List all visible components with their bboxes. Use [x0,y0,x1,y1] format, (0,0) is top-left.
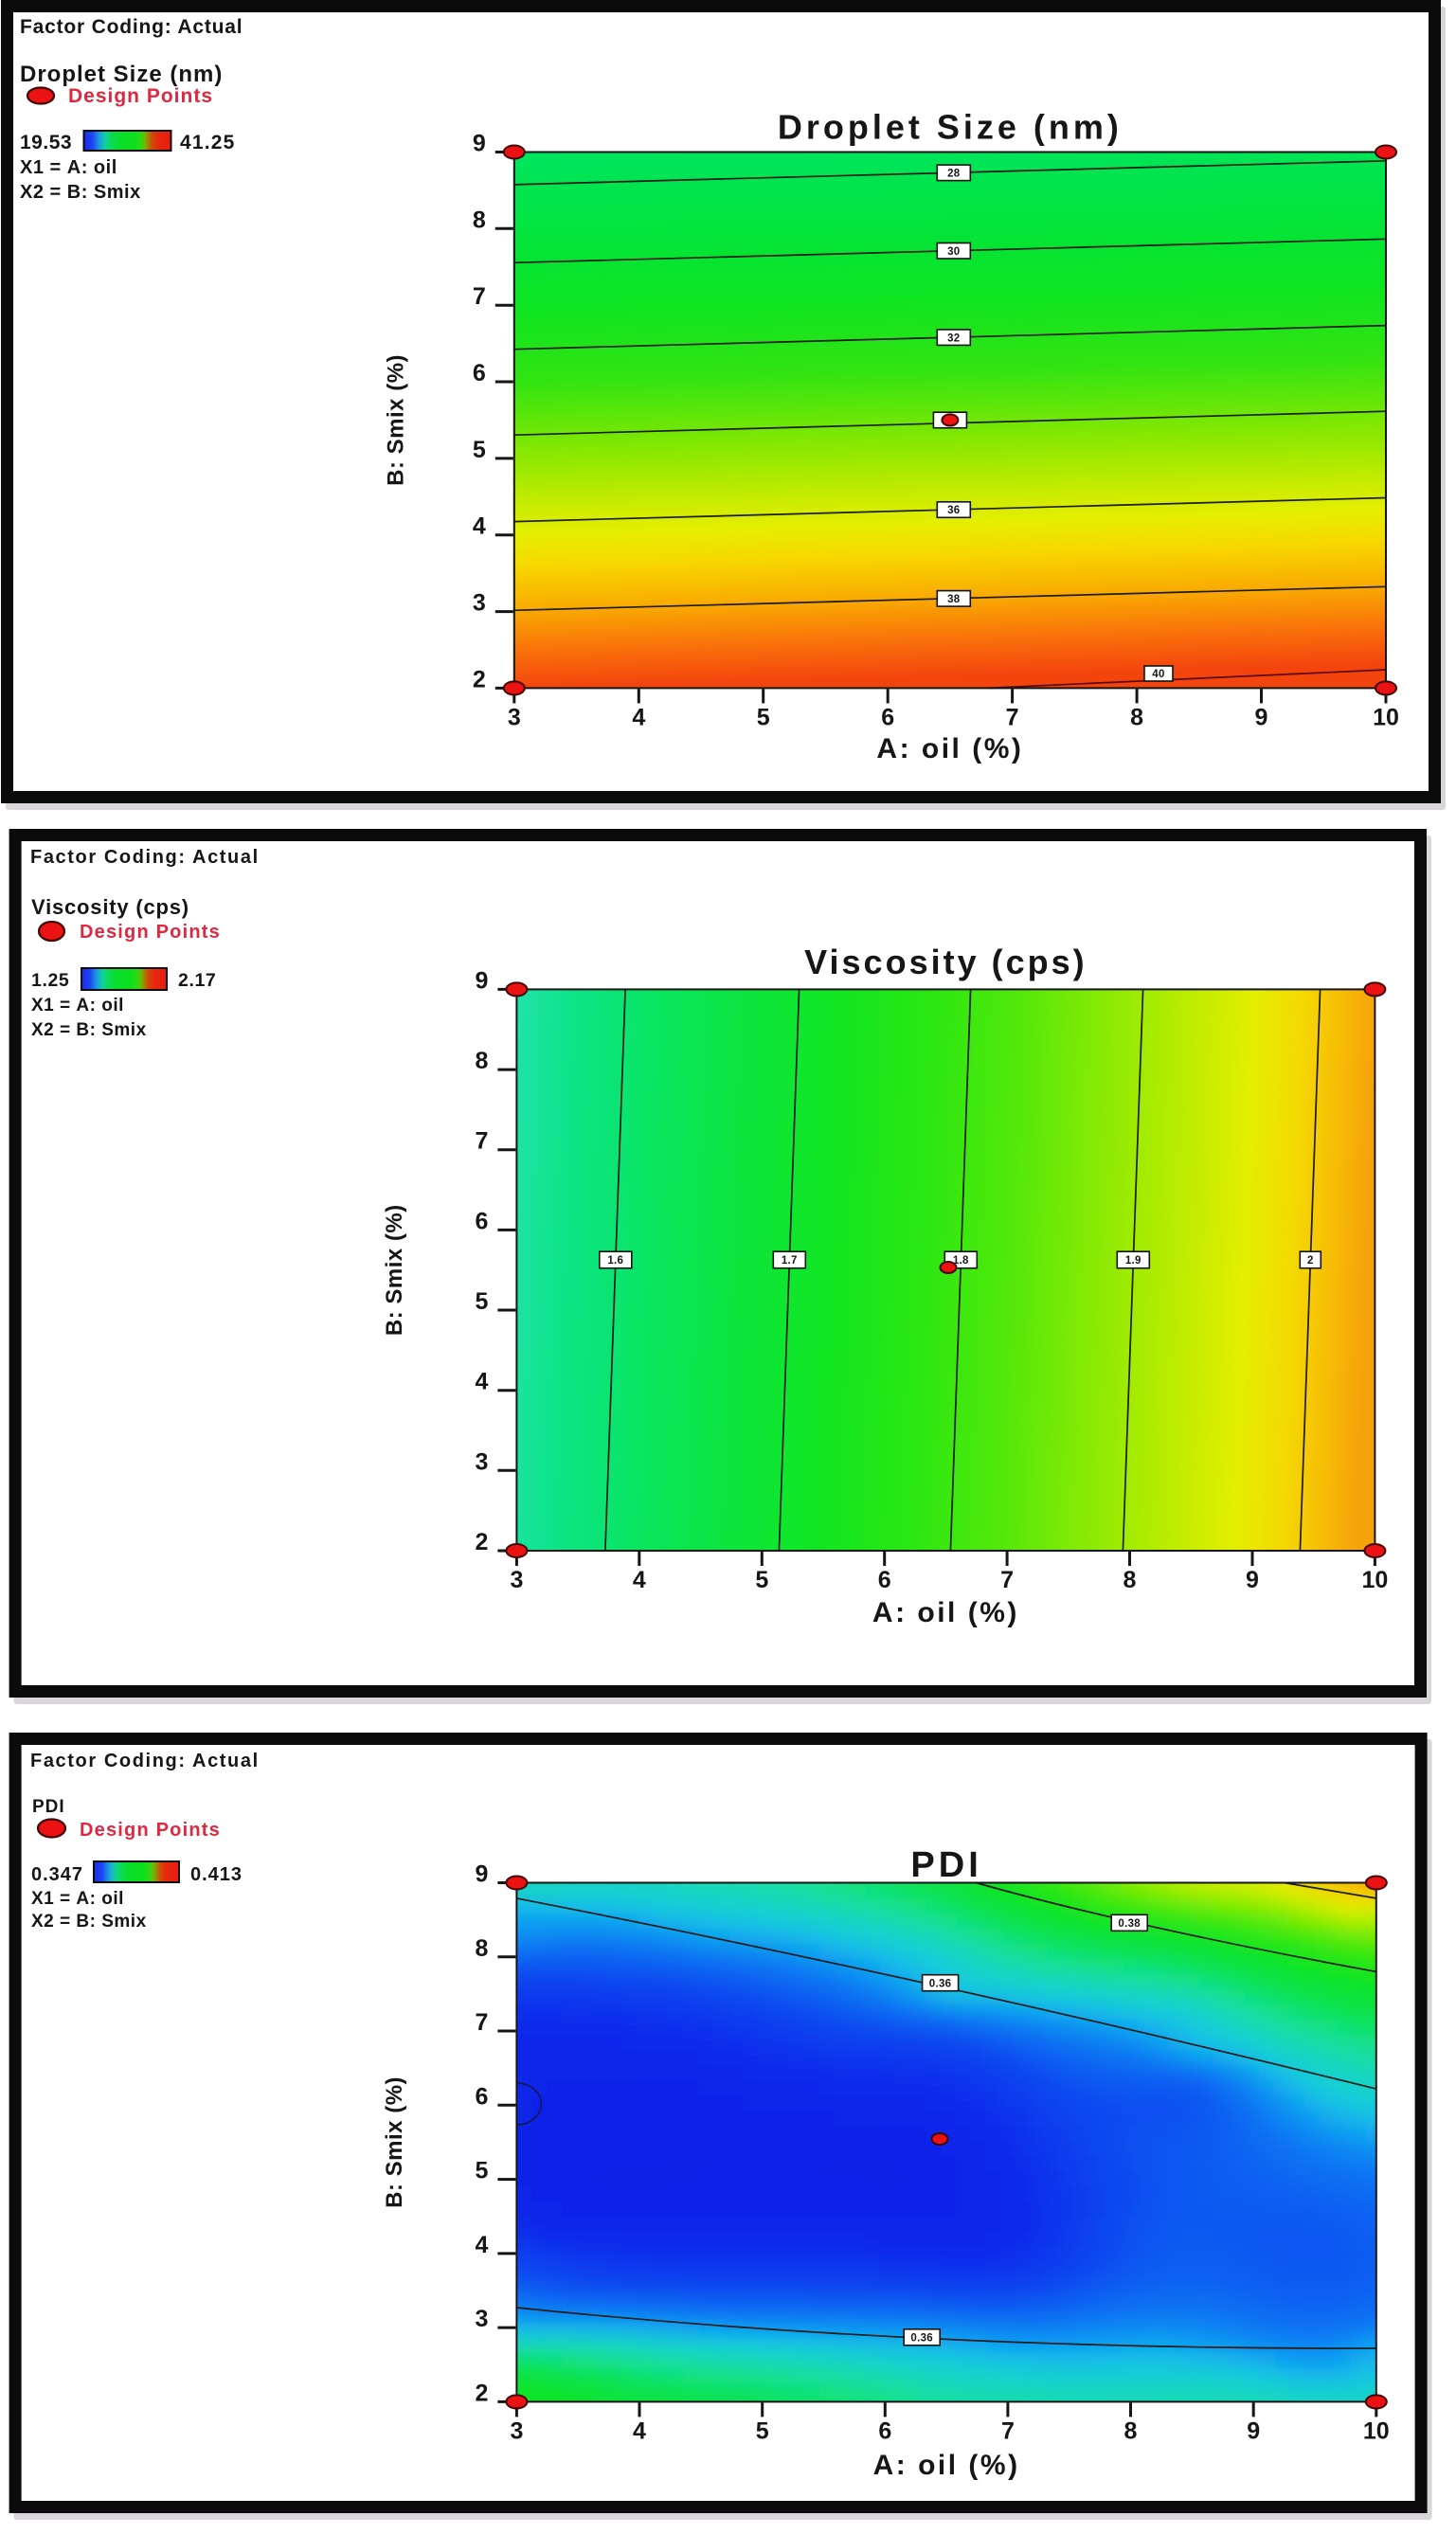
svg-text:X2 = B: Smix: X2 = B: Smix [31,1020,147,1040]
svg-text:2: 2 [475,2380,488,2406]
svg-text:8: 8 [1130,704,1143,730]
svg-text:A: oil (%): A: oil (%) [876,733,1023,764]
svg-text:Viscosity (cps): Viscosity (cps) [31,895,189,919]
svg-text:2: 2 [1307,1255,1314,1267]
svg-text:9: 9 [1255,704,1268,730]
svg-text:5: 5 [756,2417,769,2444]
svg-text:7: 7 [1001,2417,1015,2444]
svg-text:Viscosity (cps): Viscosity (cps) [804,943,1087,981]
svg-text:Factor Coding: Actual: Factor Coding: Actual [30,1751,260,1771]
svg-text:41.25: 41.25 [180,132,236,153]
svg-text:1.25: 1.25 [31,970,69,991]
svg-text:5: 5 [475,2158,488,2184]
svg-text:4: 4 [473,513,486,540]
svg-text:A: oil (%): A: oil (%) [873,2450,1020,2481]
svg-text:4: 4 [633,1567,646,1593]
svg-text:30: 30 [947,246,960,258]
svg-text:Factor Coding: Actual: Factor Coding: Actual [20,16,243,38]
svg-text:6: 6 [878,1567,891,1593]
svg-text:1.7: 1.7 [782,1255,798,1267]
svg-text:1.8: 1.8 [953,1255,969,1267]
svg-text:Design Points: Design Points [80,922,221,943]
svg-text:4: 4 [632,704,645,730]
svg-text:32: 32 [947,332,960,344]
svg-text:0.36: 0.36 [910,2332,933,2344]
svg-text:Droplet Size (nm): Droplet Size (nm) [20,62,223,87]
svg-text:B: Smix (%): B: Smix (%) [382,1204,407,1336]
svg-text:6: 6 [878,2417,891,2444]
svg-text:6: 6 [881,704,894,730]
svg-text:3: 3 [475,1448,488,1475]
svg-text:X2 = B: Smix: X2 = B: Smix [20,182,141,203]
svg-text:36: 36 [947,505,960,516]
svg-text:2.17: 2.17 [178,970,216,991]
svg-text:7: 7 [1006,704,1019,730]
svg-text:9: 9 [475,967,488,994]
svg-text:7: 7 [1000,1567,1014,1593]
svg-text:4: 4 [475,1369,488,1395]
svg-text:0.38: 0.38 [1118,1918,1141,1930]
svg-text:9: 9 [475,1861,488,1888]
svg-text:3: 3 [475,2306,488,2332]
svg-text:4: 4 [475,2232,488,2258]
svg-text:8: 8 [475,1935,488,1962]
svg-text:X1 = A: oil: X1 = A: oil [31,996,124,1015]
svg-text:6: 6 [473,360,486,386]
svg-text:0.36: 0.36 [929,1978,952,1989]
svg-text:1.9: 1.9 [1125,1255,1141,1267]
svg-text:X1 = A: oil: X1 = A: oil [31,1889,124,1909]
svg-text:3: 3 [508,704,521,730]
svg-text:B: Smix (%): B: Smix (%) [382,2076,407,2208]
svg-text:7: 7 [473,283,486,310]
svg-text:0.347: 0.347 [31,1864,83,1885]
svg-text:9: 9 [1247,2417,1260,2444]
svg-text:10: 10 [1361,1567,1388,1593]
svg-text:7: 7 [475,2009,488,2036]
svg-text:3: 3 [473,590,486,617]
svg-text:2: 2 [473,666,486,692]
svg-text:5: 5 [757,704,770,730]
svg-text:5: 5 [755,1567,768,1593]
svg-text:38: 38 [947,594,961,605]
svg-text:7: 7 [475,1128,488,1155]
svg-text:9: 9 [1246,1567,1259,1593]
svg-text:10: 10 [1363,2417,1390,2444]
svg-text:Design Points: Design Points [80,1820,221,1841]
svg-text:Droplet Size (nm): Droplet Size (nm) [778,108,1123,147]
svg-text:4: 4 [633,2417,646,2444]
svg-text:3: 3 [510,2417,523,2444]
svg-text:PDI: PDI [910,1845,981,1885]
svg-text:6: 6 [475,2083,488,2110]
svg-text:0.413: 0.413 [190,1864,243,1885]
svg-text:10: 10 [1373,704,1399,730]
svg-text:5: 5 [473,437,486,463]
svg-text:9: 9 [473,131,486,157]
svg-text:8: 8 [1123,1567,1137,1593]
svg-text:Design Points: Design Points [68,85,213,107]
svg-text:28: 28 [947,169,961,180]
svg-text:5: 5 [475,1288,488,1315]
svg-text:8: 8 [475,1048,488,1074]
svg-text:40: 40 [1152,669,1164,680]
svg-text:2: 2 [475,1529,488,1555]
svg-text:X1 = A: oil: X1 = A: oil [20,157,117,178]
svg-text:3: 3 [510,1567,523,1593]
svg-text:Factor Coding: Actual: Factor Coding: Actual [30,847,260,868]
svg-text:A: oil (%): A: oil (%) [872,1597,1019,1628]
svg-text:8: 8 [1124,2417,1138,2444]
svg-text:B: Smix (%): B: Smix (%) [384,354,409,486]
svg-text:1.6: 1.6 [607,1255,623,1267]
svg-text:19.53: 19.53 [20,132,72,153]
svg-text:6: 6 [475,1208,488,1234]
svg-text:PDI: PDI [32,1797,65,1817]
svg-text:X2 = B: Smix: X2 = B: Smix [31,1912,147,1932]
svg-text:8: 8 [473,207,486,233]
